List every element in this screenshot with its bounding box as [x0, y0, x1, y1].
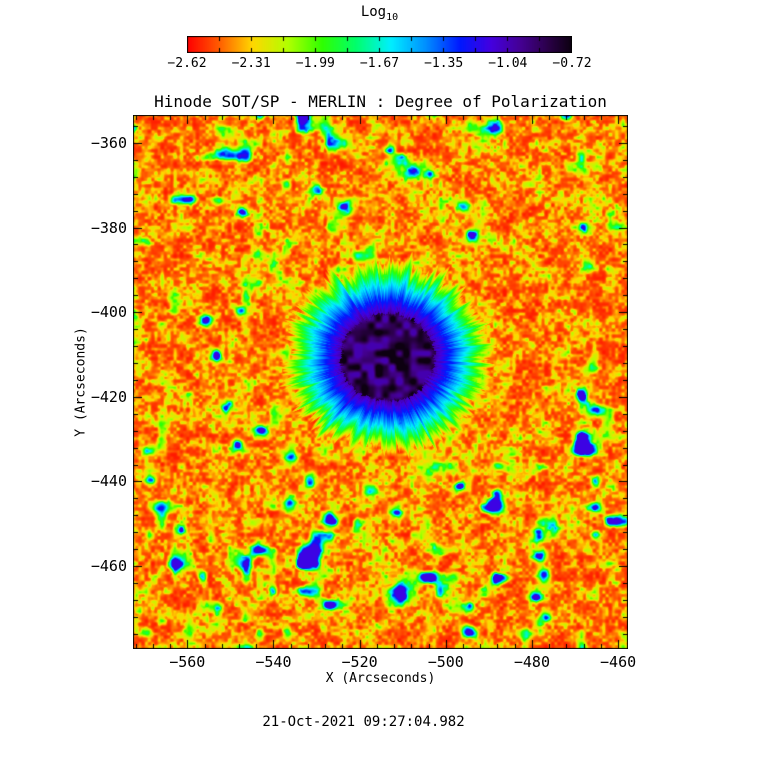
colorbar-tick-label: −1.67 [359, 56, 400, 71]
colorbar-tick-label: −1.35 [424, 56, 464, 71]
y-tick-label: −420 [90, 387, 127, 406]
y-tick-label: −460 [90, 557, 127, 576]
x-tick-label: −500 [427, 653, 464, 671]
colorbar-tick-label: −2.31 [231, 56, 271, 71]
heatmap-canvas [133, 115, 628, 649]
timestamp: 21-Oct-2021 09:27:04.982 [262, 714, 465, 730]
x-tick-label: −520 [341, 653, 378, 671]
y-tick-label: −440 [90, 472, 127, 491]
chart-title: Hinode SOT/SP - MERLIN : Degree of Polar… [154, 92, 607, 111]
colorbar-gradient [187, 36, 572, 53]
x-tick-label: −460 [600, 653, 637, 671]
y-tick-label: −380 [90, 218, 127, 237]
x-axis-label: X (Arcseconds) [325, 671, 436, 686]
y-tick-label: −400 [90, 303, 127, 322]
colorbar-tick-label: −0.72 [552, 56, 592, 71]
x-tick-label: −560 [169, 653, 206, 671]
x-tick-label: −480 [513, 653, 550, 671]
colorbar-tick-label: −1.99 [295, 56, 335, 71]
y-tick-label: −360 [90, 133, 127, 152]
colorbar-tick-label: −2.62 [167, 56, 207, 71]
x-tick-label: −540 [255, 653, 292, 671]
colorbar-title: Log10 [187, 4, 572, 23]
colorbar-tick-label: −1.04 [488, 56, 528, 71]
colorbar-title-text: Log [360, 4, 387, 20]
y-axis-label: Y (Arcseconds) [73, 327, 89, 437]
colorbar-title-sub: 10 [386, 11, 399, 23]
